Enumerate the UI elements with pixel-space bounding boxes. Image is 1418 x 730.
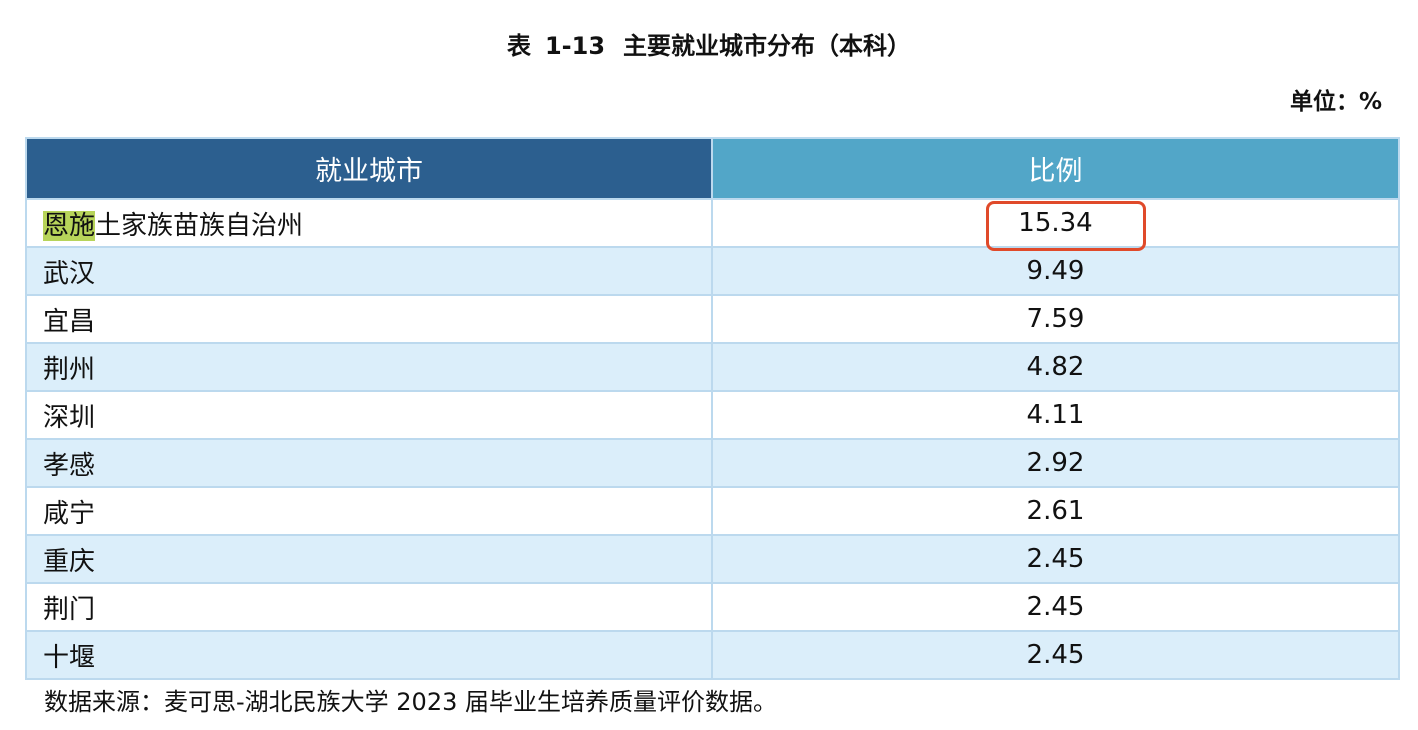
city-cell: 重庆 bbox=[25, 534, 713, 584]
header-city: 就业城市 bbox=[25, 137, 713, 200]
table-row: 咸宁 2.61 bbox=[25, 486, 1400, 536]
table-row: 宜昌 7.59 bbox=[25, 294, 1400, 344]
city-cell: 恩施土家族苗族自治州 bbox=[25, 198, 713, 248]
ratio-cell: 2.45 bbox=[711, 534, 1400, 584]
table-caption: 表 1-13 主要就业城市分布（本科） bbox=[0, 28, 1418, 64]
city-cell: 荆门 bbox=[25, 582, 713, 632]
city-cell: 咸宁 bbox=[25, 486, 713, 536]
city-cell: 宜昌 bbox=[25, 294, 713, 344]
table-row: 重庆 2.45 bbox=[25, 534, 1400, 584]
city-distribution-table: 就业城市 比例 恩施土家族苗族自治州 15.34 武汉 9.49 宜昌 7.59… bbox=[25, 137, 1400, 680]
ratio-cell: 2.92 bbox=[711, 438, 1400, 488]
caption-prefix: 表 bbox=[506, 32, 531, 60]
table-row: 十堰 2.45 bbox=[25, 630, 1400, 680]
ratio-cell: 2.45 bbox=[711, 630, 1400, 680]
city-text: 土家族苗族自治州 bbox=[95, 210, 304, 241]
ratio-cell: 4.82 bbox=[711, 342, 1400, 392]
ratio-cell: 7.59 bbox=[711, 294, 1400, 344]
highlighted-text: 恩施 bbox=[43, 210, 96, 241]
table-row: 荆州 4.82 bbox=[25, 342, 1400, 392]
caption-number: 1-13 bbox=[544, 32, 606, 60]
ratio-cell: 2.61 bbox=[711, 486, 1400, 536]
city-cell: 深圳 bbox=[25, 390, 713, 440]
city-cell: 十堰 bbox=[25, 630, 713, 680]
ratio-cell: 4.11 bbox=[711, 390, 1400, 440]
table-row: 深圳 4.11 bbox=[25, 390, 1400, 440]
ratio-cell: 2.45 bbox=[711, 582, 1400, 632]
table-row: 武汉 9.49 bbox=[25, 246, 1400, 296]
ratio-cell: 9.49 bbox=[711, 246, 1400, 296]
data-source-note: 数据来源：麦可思-湖北民族大学 2023 届毕业生培养质量评价数据。 bbox=[44, 688, 777, 716]
caption-title: 主要就业城市分布（本科） bbox=[623, 32, 912, 60]
table-row: 恩施土家族苗族自治州 15.34 bbox=[25, 198, 1400, 248]
table-header-row: 就业城市 比例 bbox=[25, 137, 1400, 200]
header-ratio: 比例 bbox=[711, 137, 1400, 200]
city-cell: 荆州 bbox=[25, 342, 713, 392]
city-cell: 孝感 bbox=[25, 438, 713, 488]
unit-label: 单位：% bbox=[1289, 89, 1382, 115]
table-row: 孝感 2.92 bbox=[25, 438, 1400, 488]
city-cell: 武汉 bbox=[25, 246, 713, 296]
ratio-cell: 15.34 bbox=[711, 198, 1400, 248]
table-row: 荆门 2.45 bbox=[25, 582, 1400, 632]
